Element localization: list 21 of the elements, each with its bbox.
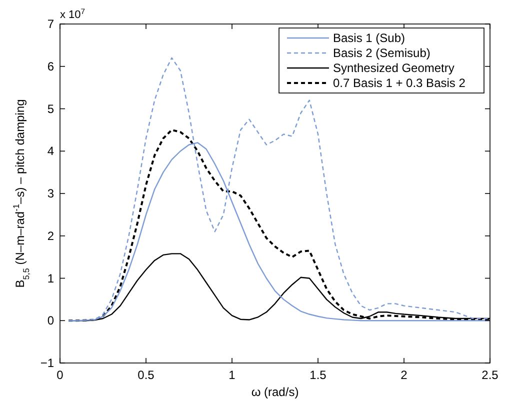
y-tick-label: 1 bbox=[47, 271, 54, 286]
x-tick-label: 2.5 bbox=[482, 368, 499, 382]
x-tick-label: 0 bbox=[56, 368, 64, 382]
y-tick-label: 2 bbox=[47, 228, 54, 243]
x-tick-label: 0.5 bbox=[138, 368, 155, 382]
y-tick-label: 0 bbox=[47, 314, 54, 328]
y-tick-label: 6 bbox=[47, 59, 54, 74]
legend-label: 0.7 Basis 1 + 0.3 Basis 2 bbox=[333, 76, 466, 90]
x-tick-label: 2 bbox=[400, 368, 408, 382]
y-tick-label: 3 bbox=[47, 186, 54, 200]
text: x 10$^{7}$ bbox=[60, 6, 86, 21]
y-tick-label: 5 bbox=[47, 102, 54, 116]
x-tick-label: 1 bbox=[228, 368, 236, 382]
y-tick-label: −1 bbox=[40, 356, 54, 370]
y-tick-label: 4 bbox=[47, 144, 54, 158]
legend-label: Basis 1 (Sub) bbox=[333, 31, 406, 45]
y-tick-label: 7 bbox=[47, 17, 54, 31]
x-tick-label: 1.5 bbox=[310, 368, 327, 382]
legend-label: Synthesized Geometry bbox=[333, 61, 454, 75]
x-axis-title: ω (rad/s) bbox=[251, 385, 299, 399]
legend-label: Basis 2 (Semisub) bbox=[333, 46, 430, 60]
